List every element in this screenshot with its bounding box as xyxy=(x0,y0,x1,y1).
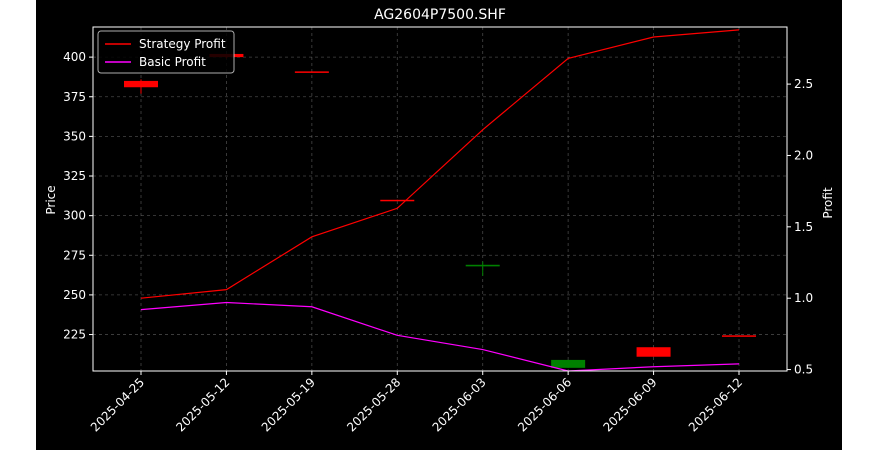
series-line-strategy-profit xyxy=(140,29,740,299)
y-left-tick-label: 225 xyxy=(63,328,86,342)
y-left-tick-label: 300 xyxy=(63,209,86,223)
grid-layer xyxy=(93,27,787,371)
candle-body xyxy=(551,359,586,368)
y-right-tick-label: 1.5 xyxy=(794,220,813,234)
legend-box xyxy=(97,30,235,74)
y-axis-left-label: Price xyxy=(44,185,58,214)
plot-frame xyxy=(92,26,788,372)
candle-body xyxy=(294,71,329,73)
y-right-tick-label: 0.5 xyxy=(794,363,813,377)
candle-body xyxy=(465,264,500,267)
y-left-tick-label: 250 xyxy=(63,288,86,302)
y-right-tick-label: 2.0 xyxy=(794,148,813,162)
line-layer xyxy=(140,29,740,372)
candle-body xyxy=(636,347,671,357)
y-left-tick-label: 375 xyxy=(63,90,86,104)
legend-label-basic-profit: Basic Profit xyxy=(139,55,206,69)
y-left-tick-label: 325 xyxy=(63,169,86,183)
candle-body xyxy=(380,199,415,202)
y-right-tick-label: 1.0 xyxy=(794,291,813,305)
y-left-tick-label: 400 xyxy=(63,50,86,64)
candle-body xyxy=(124,80,158,88)
series-line-basic-profit xyxy=(140,301,740,372)
legend: Strategy Profit Basic Profit xyxy=(97,30,235,74)
chart-title: AG2604P7500.SHF xyxy=(374,7,506,23)
y-left-tick-label: 350 xyxy=(63,129,86,143)
legend-label-strategy-profit: Strategy Profit xyxy=(139,37,226,51)
y-left-tick-label: 275 xyxy=(63,248,86,262)
y-right-tick-label: 2.5 xyxy=(794,77,813,91)
figure-background xyxy=(36,0,842,450)
candle-body xyxy=(722,335,756,337)
y-axis-right-label: Profit xyxy=(821,187,835,219)
